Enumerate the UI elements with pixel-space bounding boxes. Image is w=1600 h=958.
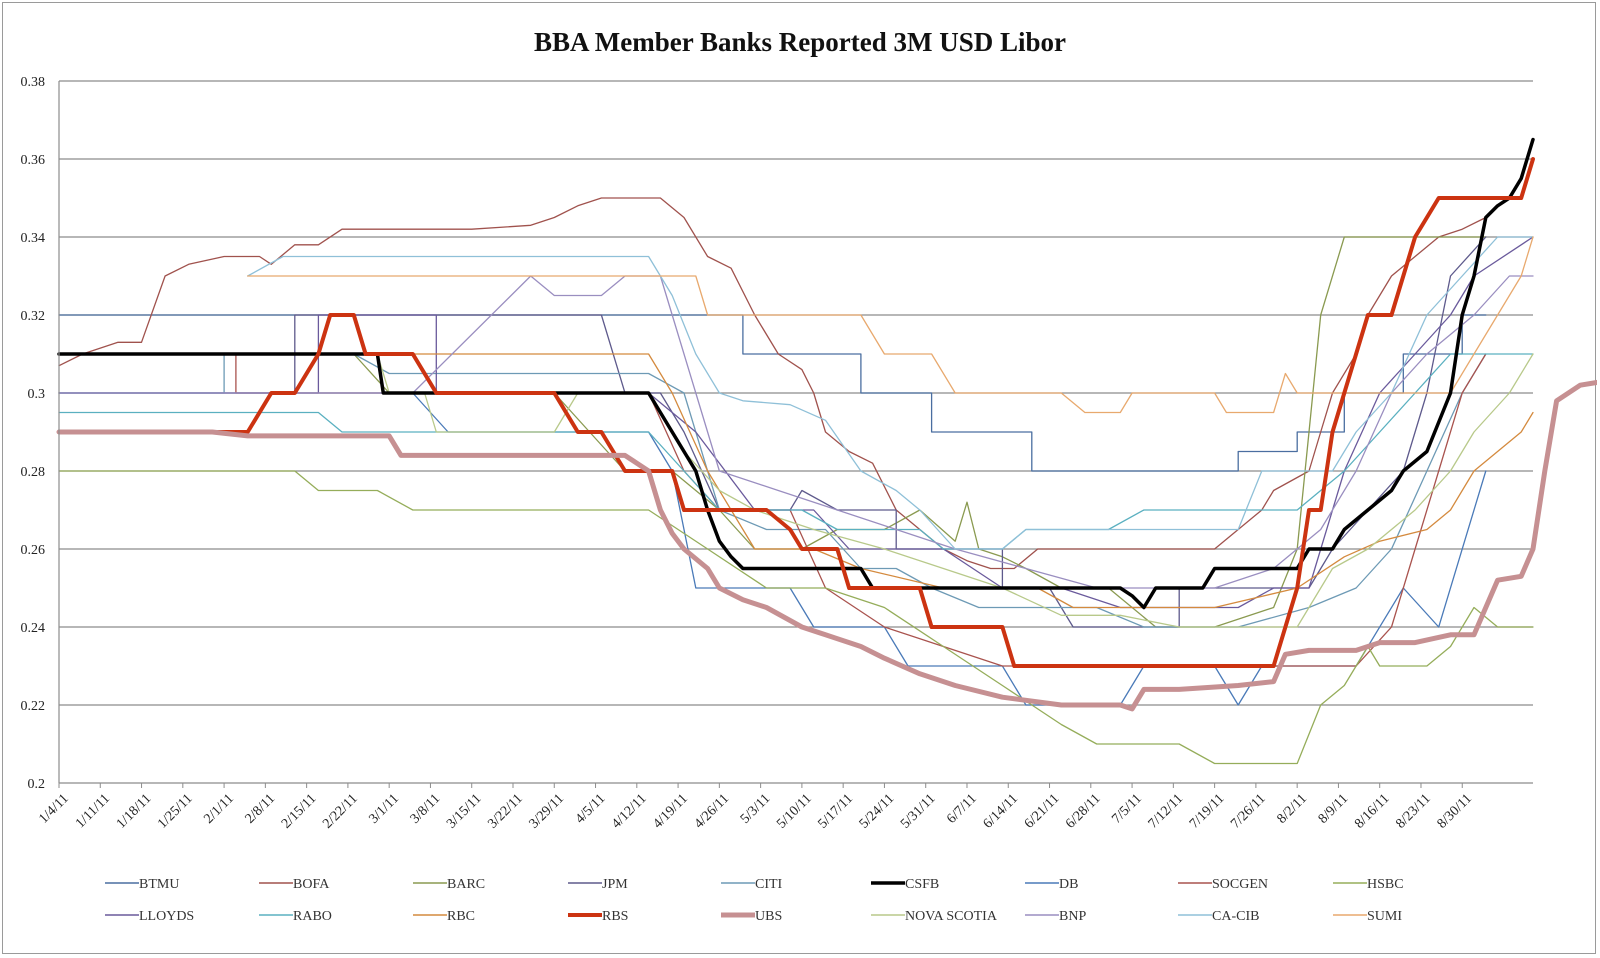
x-tick-label: 8/9/11 — [1316, 791, 1352, 827]
legend-label: CA-CIB — [1212, 909, 1259, 924]
y-tick-label: 0.34 — [21, 231, 46, 246]
x-tick-label: 5/10/11 — [774, 791, 814, 831]
legend-label: BNP — [1059, 909, 1086, 924]
axis-layer: 0.2 0.22 0.24 0.26 0.28 0.3 0.32 0.34 0.36 0.38 1/… — [21, 75, 1476, 832]
y-tick-label: 0.26 — [21, 543, 46, 558]
x-tick-label: 3/22/11 — [485, 791, 525, 831]
series-line-citi — [58, 353, 1487, 628]
x-tick-label: 4/5/11 — [573, 791, 609, 827]
legend-label: JPM — [602, 877, 628, 892]
legend-label: SUMI — [1367, 909, 1402, 924]
series-line-hsbc — [58, 470, 1534, 765]
x-tick-label: 6/28/11 — [1063, 791, 1103, 831]
x-tick-label: 5/17/11 — [816, 791, 856, 831]
x-tick-label: 4/26/11 — [692, 791, 732, 831]
chart-svg: BBA Member Banks Reported 3M USD Libor 0… — [21, 27, 1597, 924]
x-tick-label: 3/8/11 — [408, 791, 444, 827]
legend-label: LLOYDS — [139, 909, 194, 924]
x-tick-label: 2/22/11 — [320, 791, 360, 831]
series-line-sumi — [247, 236, 1534, 414]
x-tick-label: 8/16/11 — [1352, 791, 1392, 831]
x-tick-label: 1/18/11 — [114, 791, 154, 831]
x-tick-label: 4/19/11 — [650, 791, 690, 831]
series-line-csfb — [57, 137, 1535, 610]
series-line-rbs — [57, 157, 1535, 668]
legend-label: CSFB — [905, 877, 939, 892]
legend-label: DB — [1059, 877, 1078, 892]
series-line-nova-scotia — [58, 353, 1534, 628]
y-tick-label: 0.36 — [21, 153, 46, 168]
x-tick-label: 7/5/11 — [1109, 791, 1145, 827]
series-line-rbc — [58, 353, 1534, 609]
x-tick-label: 5/3/11 — [738, 791, 774, 827]
x-tick-label: 6/21/11 — [1022, 791, 1062, 831]
x-tick-label: 6/7/11 — [944, 791, 980, 827]
x-tick-label: 5/24/11 — [857, 791, 897, 831]
legend-label: NOVA SCOTIA — [905, 909, 998, 924]
y-tick-label: 0.2 — [28, 777, 46, 792]
x-tick-label: 7/26/11 — [1228, 791, 1268, 831]
series-line-lloyds — [58, 236, 1534, 609]
y-tick-label: 0.3 — [28, 387, 46, 402]
x-tick-label: 2/15/11 — [279, 791, 319, 831]
x-tick-label: 1/25/11 — [155, 791, 195, 831]
x-tick-label: 1/11/11 — [73, 791, 113, 831]
x-tick-label: 5/31/11 — [898, 791, 938, 831]
chart-title: BBA Member Banks Reported 3M USD Libor — [534, 27, 1066, 57]
x-tick-label: 8/2/11 — [1274, 791, 1310, 827]
x-tick-label: 3/15/11 — [444, 791, 484, 831]
legend-label: BTMU — [139, 877, 179, 892]
legend-label: UBS — [755, 909, 782, 924]
legend-label: SOCGEN — [1212, 877, 1268, 892]
y-tick-label: 0.38 — [21, 75, 46, 90]
x-tick-label: 6/14/11 — [981, 791, 1021, 831]
x-tick-label: 2/8/11 — [243, 791, 279, 827]
legend-label: BARC — [447, 877, 485, 892]
series-line-db — [58, 392, 1487, 706]
x-tick-label: 2/1/11 — [201, 791, 237, 827]
legend-label: RBS — [602, 909, 628, 924]
legend-label: RABO — [293, 909, 332, 924]
x-tick-label: 1/4/11 — [36, 791, 72, 827]
x-tick-label: 3/1/11 — [366, 791, 402, 827]
legend-label: BOFA — [293, 877, 330, 892]
x-tick-label: 3/29/11 — [527, 791, 567, 831]
y-tick-label: 0.32 — [21, 309, 46, 324]
series-layer — [56, 137, 1597, 765]
legend: BTMU BOFA BARC JPM CITI CSFB DB SOCGEN HSBC LLOYD… — [105, 877, 1404, 924]
legend-label: CITI — [755, 877, 783, 892]
y-tick-label: 0.22 — [21, 699, 46, 714]
x-tick-label: 7/19/11 — [1187, 791, 1227, 831]
x-tick-label: 7/12/11 — [1146, 791, 1186, 831]
legend-label: RBC — [447, 909, 475, 924]
series-line-btmu — [58, 314, 1487, 472]
x-tick-label: 4/12/11 — [609, 791, 649, 831]
series-line-rabo — [58, 353, 1534, 550]
y-tick-label: 0.28 — [21, 465, 46, 480]
legend-label: HSBC — [1367, 877, 1404, 892]
y-tick-label: 0.24 — [21, 621, 46, 636]
x-tick-label: 8/30/11 — [1435, 791, 1475, 831]
x-tick-label: 8/23/11 — [1393, 791, 1433, 831]
series-line-ubs — [56, 379, 1597, 712]
